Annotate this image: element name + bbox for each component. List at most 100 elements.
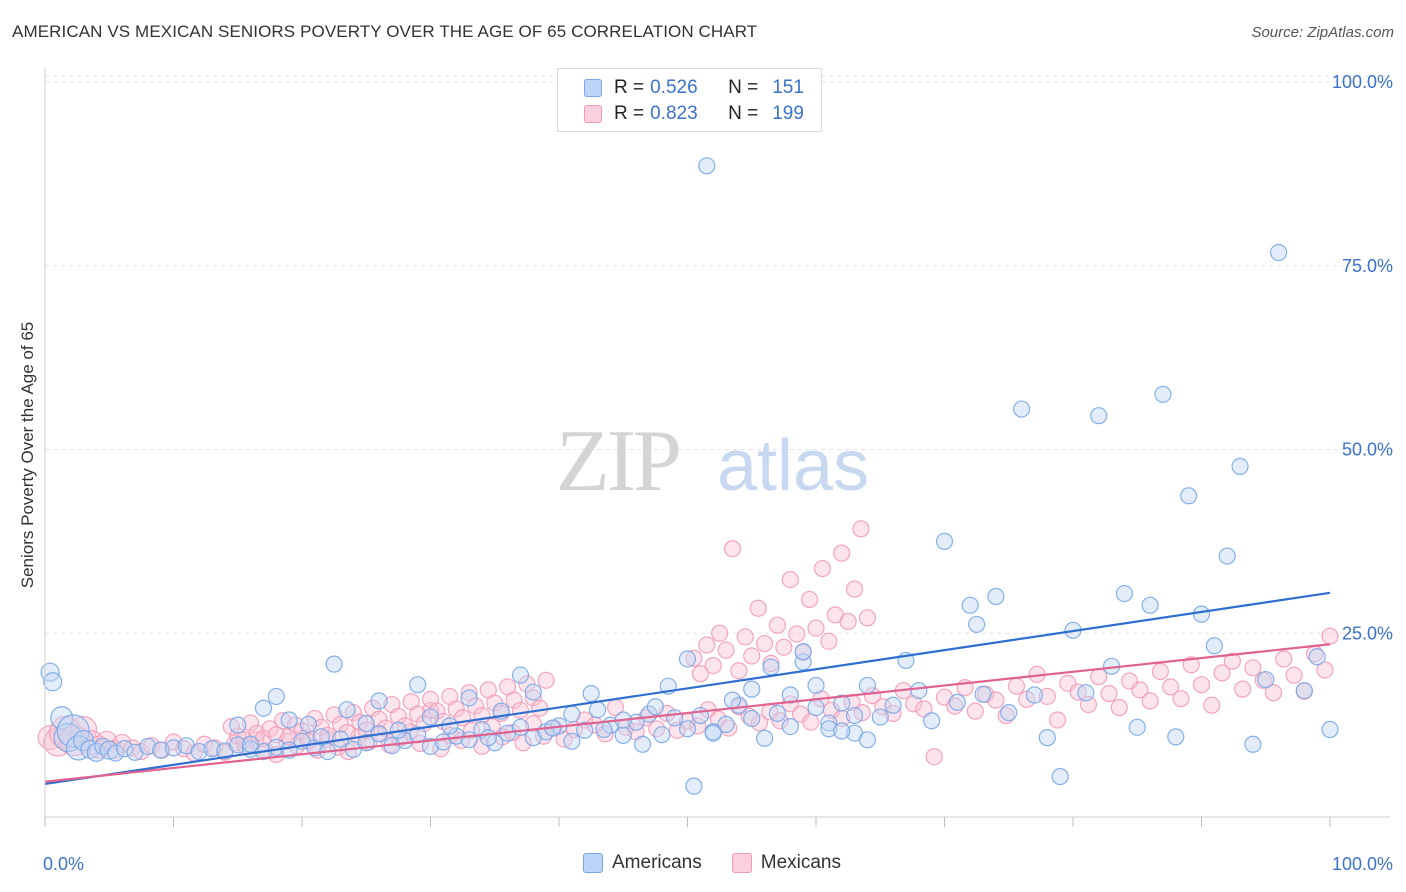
legend-item-mexicans[interactable]: Mexicans — [731, 852, 841, 874]
americans-point — [646, 698, 664, 716]
mexicans-point — [505, 691, 523, 709]
americans-point — [1000, 704, 1018, 722]
americans-point — [653, 726, 671, 744]
mexicans-point — [845, 580, 864, 598]
americans-point — [820, 714, 838, 732]
americans-point — [1231, 457, 1249, 476]
legend-swatch-mexicans — [731, 853, 752, 873]
mexicans-point — [768, 616, 787, 634]
americans-point — [139, 737, 157, 756]
americans-point — [479, 729, 497, 747]
x-tick-label: 100.0% — [1332, 854, 1393, 874]
americans-point — [1205, 637, 1223, 655]
americans-point — [871, 708, 889, 726]
mexicans-point — [1182, 656, 1200, 674]
mexicans-point — [717, 641, 735, 659]
mexicans-point — [1048, 711, 1067, 729]
mexicans-point — [389, 707, 407, 725]
americans-point — [1025, 686, 1044, 704]
americans-point — [833, 722, 851, 740]
americans-points — [40, 157, 1339, 795]
americans-point — [1051, 767, 1069, 786]
stats-legend: R = 0.526 N = 151 R = 0.823 N = 199 — [557, 68, 822, 132]
legend-r-value-americans: 0.526 — [650, 77, 698, 98]
americans-point — [704, 724, 722, 742]
americans-point — [267, 687, 285, 706]
mexicans-point — [1151, 662, 1169, 681]
americans-point — [614, 726, 632, 745]
americans-point — [833, 694, 851, 712]
americans-point — [254, 699, 273, 717]
americans-point — [1154, 385, 1172, 403]
watermark-atlas: atlas — [717, 426, 869, 506]
mexicans-point — [428, 702, 446, 720]
americans-point — [242, 735, 260, 753]
mexicans-point — [409, 705, 427, 723]
americans-point — [1308, 648, 1326, 666]
americans-point — [807, 698, 825, 717]
americans-point — [56, 714, 90, 748]
americans-point — [743, 680, 761, 698]
mexicans-point — [524, 689, 542, 707]
mexicans-point — [966, 702, 984, 720]
americans-point — [884, 696, 902, 714]
mexicans-point — [997, 706, 1015, 725]
mexicans-point — [704, 656, 722, 675]
mexicans-point — [925, 748, 943, 766]
americans-point — [666, 709, 684, 727]
americans-point — [229, 736, 247, 754]
mexicans-point — [306, 709, 324, 728]
mexicans-point — [723, 540, 742, 558]
legend-n-label: N = — [728, 77, 759, 98]
mexicans-point — [685, 649, 703, 667]
americans-point — [743, 709, 761, 728]
americans-point — [1295, 681, 1313, 700]
mexicans-point — [730, 662, 748, 680]
y-axis-title: Seniors Poverty Over the Age of 65 — [18, 321, 37, 589]
americans-point — [357, 715, 375, 733]
legend-n-value-mexicans: 199 — [772, 103, 804, 124]
source-label: Source: ZipAtlas.com — [1251, 24, 1394, 41]
legend-swatch-mexicans — [584, 105, 602, 123]
mexicans-point — [749, 599, 767, 617]
legend-swatch-americans — [583, 853, 603, 873]
americans-point — [582, 684, 600, 703]
americans-point — [370, 692, 388, 710]
mexicans-point — [222, 717, 240, 736]
mexicans-point — [1234, 680, 1252, 698]
mexicans-point — [447, 700, 465, 718]
americans-point — [53, 723, 83, 753]
legend-r-label: R = — [614, 77, 645, 98]
americans-point — [762, 658, 780, 676]
y-tick-label: 75.0% — [1342, 256, 1393, 276]
americans-point — [1167, 728, 1185, 746]
americans-trend-line — [44, 591, 1331, 786]
tick-labels: 25.0% 50.0% 75.0% 100.0% 0.0% 100.0% — [43, 72, 1393, 874]
americans-point — [685, 777, 703, 795]
chart-title: AMERICAN VS MEXICAN SENIORS POVERTY OVER… — [12, 22, 758, 41]
legend-row-mexicans: R = 0.823 N = 199 — [584, 103, 804, 125]
x-tick-label: 0.0% — [43, 854, 84, 874]
legend-label-americans: Americans — [612, 852, 702, 873]
watermark-zip: ZIP — [556, 413, 679, 510]
mexicans-point — [531, 699, 549, 717]
americans-point — [460, 731, 478, 749]
mexicans-point — [1100, 684, 1118, 703]
americans-point — [1012, 400, 1031, 418]
legend-item-americans[interactable]: Americans — [583, 852, 702, 874]
americans-point — [1128, 718, 1146, 736]
mexicans-point — [788, 625, 806, 643]
mexicans-point — [807, 619, 825, 637]
mexicans-point — [370, 710, 388, 728]
americans-point — [421, 737, 440, 756]
mexicans-point — [1162, 678, 1180, 696]
mexicans-point — [820, 632, 838, 650]
legend-n-value-americans: 151 — [772, 77, 804, 98]
mexicans-point — [743, 647, 761, 665]
americans-point — [781, 717, 799, 736]
americans-point — [678, 720, 697, 738]
americans-point — [325, 655, 343, 673]
americans-point — [1269, 243, 1288, 262]
mexicans-point — [833, 544, 851, 562]
legend-n-label: N = — [728, 103, 759, 124]
